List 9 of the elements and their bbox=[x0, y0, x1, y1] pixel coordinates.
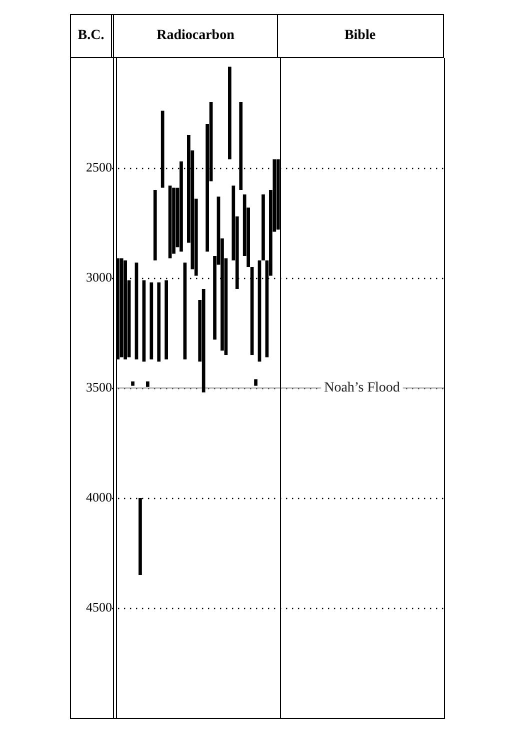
x-axis-title: Radiocarbon bbox=[114, 15, 278, 57]
ref-line-label: Noah’s Flood bbox=[324, 380, 400, 396]
text: Bible bbox=[343, 27, 377, 45]
y-axis-title: B.C. bbox=[71, 15, 114, 57]
y-tick-label: 3000 bbox=[86, 269, 112, 284]
y-tick-label: 2500 bbox=[86, 159, 112, 174]
y-tick-label: 4000 bbox=[86, 489, 112, 504]
y-tick-label: 4500 bbox=[86, 599, 112, 614]
y-tick-label: 3500 bbox=[86, 379, 112, 394]
